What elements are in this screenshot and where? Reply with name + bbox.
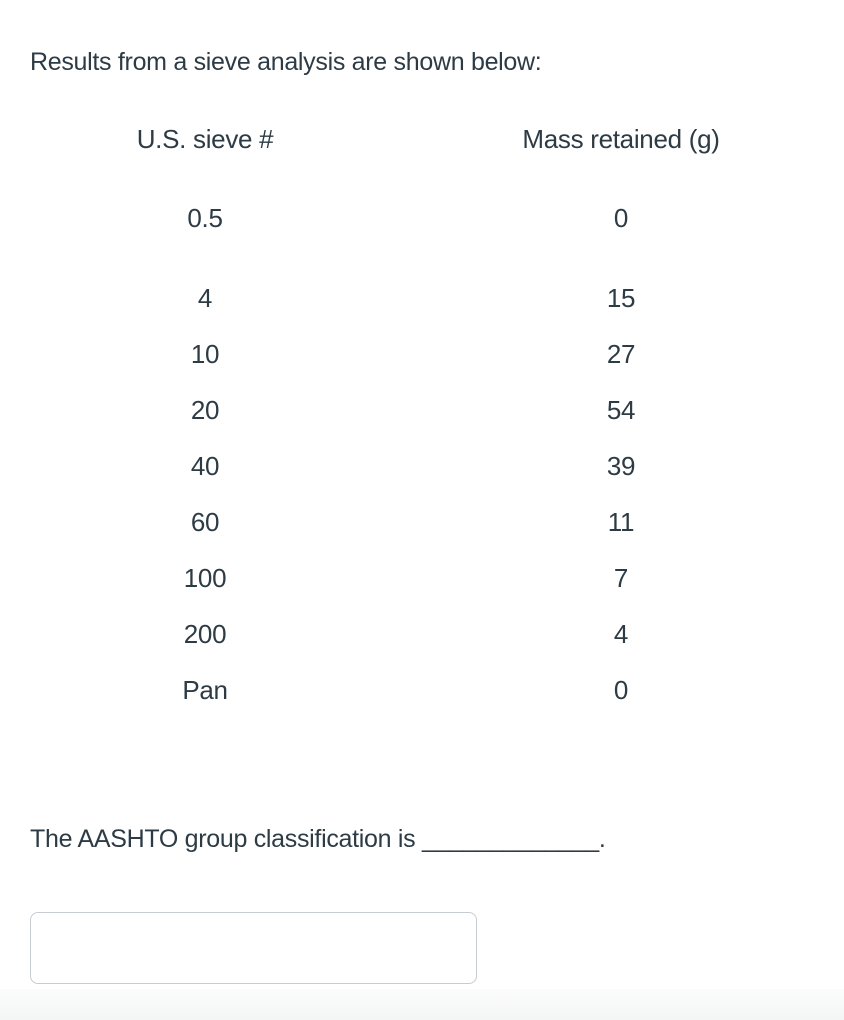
mass-column-header: Mass retained (g) [522, 123, 720, 154]
table-row: 0.5 0 [0, 190, 832, 246]
table-row: 20 54 [0, 382, 832, 438]
mass-retained-cell: 11 [607, 506, 635, 537]
sieve-number-cell: 60 [190, 506, 220, 537]
mass-retained-cell: 15 [606, 282, 636, 313]
mass-retained-cell: 54 [606, 394, 636, 425]
table-row: 40 39 [0, 438, 832, 494]
sieve-number-cell: 4 [197, 282, 213, 313]
sieve-number-cell: Pan [182, 674, 228, 705]
table-row: 200 4 [0, 606, 832, 662]
mass-retained-cell: 39 [606, 450, 636, 481]
answer-blank: _____________ [422, 825, 599, 853]
question-intro-text: Results from a sieve analysis are shown … [30, 48, 542, 76]
sieve-number-cell: 20 [190, 394, 220, 425]
mass-retained-cell: 7 [613, 562, 629, 593]
table-header-row: U.S. sieve # Mass retained (g) [0, 111, 832, 167]
sieve-analysis-table: U.S. sieve # Mass retained (g) 0.5 0 4 1… [0, 111, 832, 718]
mass-retained-cell: 0 [613, 674, 629, 705]
mass-retained-cell: 0 [613, 202, 629, 233]
table-row: 10 27 [0, 326, 832, 382]
sieve-number-cell: 40 [190, 450, 220, 481]
sieve-number-cell: 10 [190, 338, 220, 369]
sieve-number-cell: 0.5 [187, 202, 223, 233]
sieve-number-cell: 200 [183, 618, 227, 649]
mass-retained-cell: 4 [613, 618, 629, 649]
question-prompt-text: The AASHTO group classification is [30, 825, 416, 853]
table-row: 100 7 [0, 550, 832, 606]
table-row: Pan 0 [0, 662, 832, 718]
question-prompt: The AASHTO group classification is _____… [30, 822, 606, 857]
answer-input[interactable] [30, 912, 477, 984]
table-row: 4 15 [0, 270, 832, 326]
footer-band [0, 989, 844, 1020]
mass-retained-cell: 27 [606, 338, 636, 369]
prompt-period: . [598, 825, 606, 853]
table-row: 60 11 [0, 494, 832, 550]
sieve-number-cell: 100 [183, 562, 227, 593]
sieve-column-header: U.S. sieve # [136, 123, 274, 154]
